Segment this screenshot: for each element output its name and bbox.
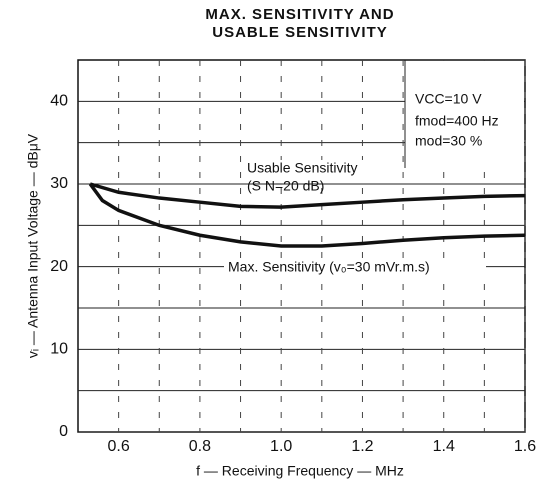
x-tick-label: 1.4 xyxy=(433,438,455,455)
y-tick-label: 20 xyxy=(50,258,68,275)
label-bg xyxy=(244,160,372,178)
chart-title: USABLE SENSITIVITY xyxy=(212,24,388,41)
line xyxy=(89,182,526,209)
annotation: mod=30 % xyxy=(415,133,482,149)
annotation: VCC=10 V xyxy=(415,91,482,107)
x-tick-label: 0.6 xyxy=(108,438,130,455)
series-label: Max. Sensitivity (v₀=30 mVr.m.s) xyxy=(228,259,430,275)
y-axis-label: vᵢ — Antenna Input Voltage — dBμV xyxy=(25,133,41,358)
x-tick-label: 0.8 xyxy=(189,438,211,455)
annotation: fmod=400 Hz xyxy=(415,113,499,129)
annotation: (S N=20 dB) xyxy=(247,178,324,194)
y-tick-label: 40 xyxy=(50,93,68,110)
annotation-box xyxy=(405,61,524,169)
x-tick-label: 1.0 xyxy=(270,438,292,455)
line xyxy=(88,182,526,248)
x-tick-label: 1.2 xyxy=(351,438,373,455)
label-bg xyxy=(224,258,486,278)
y-tick-label: 10 xyxy=(50,341,68,358)
series-label: Usable Sensitivity xyxy=(247,160,358,176)
x-axis-label: f — Receiving Frequency — MHz xyxy=(196,463,404,479)
x-tick-label: 1.6 xyxy=(514,438,536,455)
y-tick-label: 30 xyxy=(50,175,68,192)
y-tick-label: 0 xyxy=(59,423,68,440)
chart-title: MAX. SENSITIVITY AND xyxy=(205,6,394,23)
